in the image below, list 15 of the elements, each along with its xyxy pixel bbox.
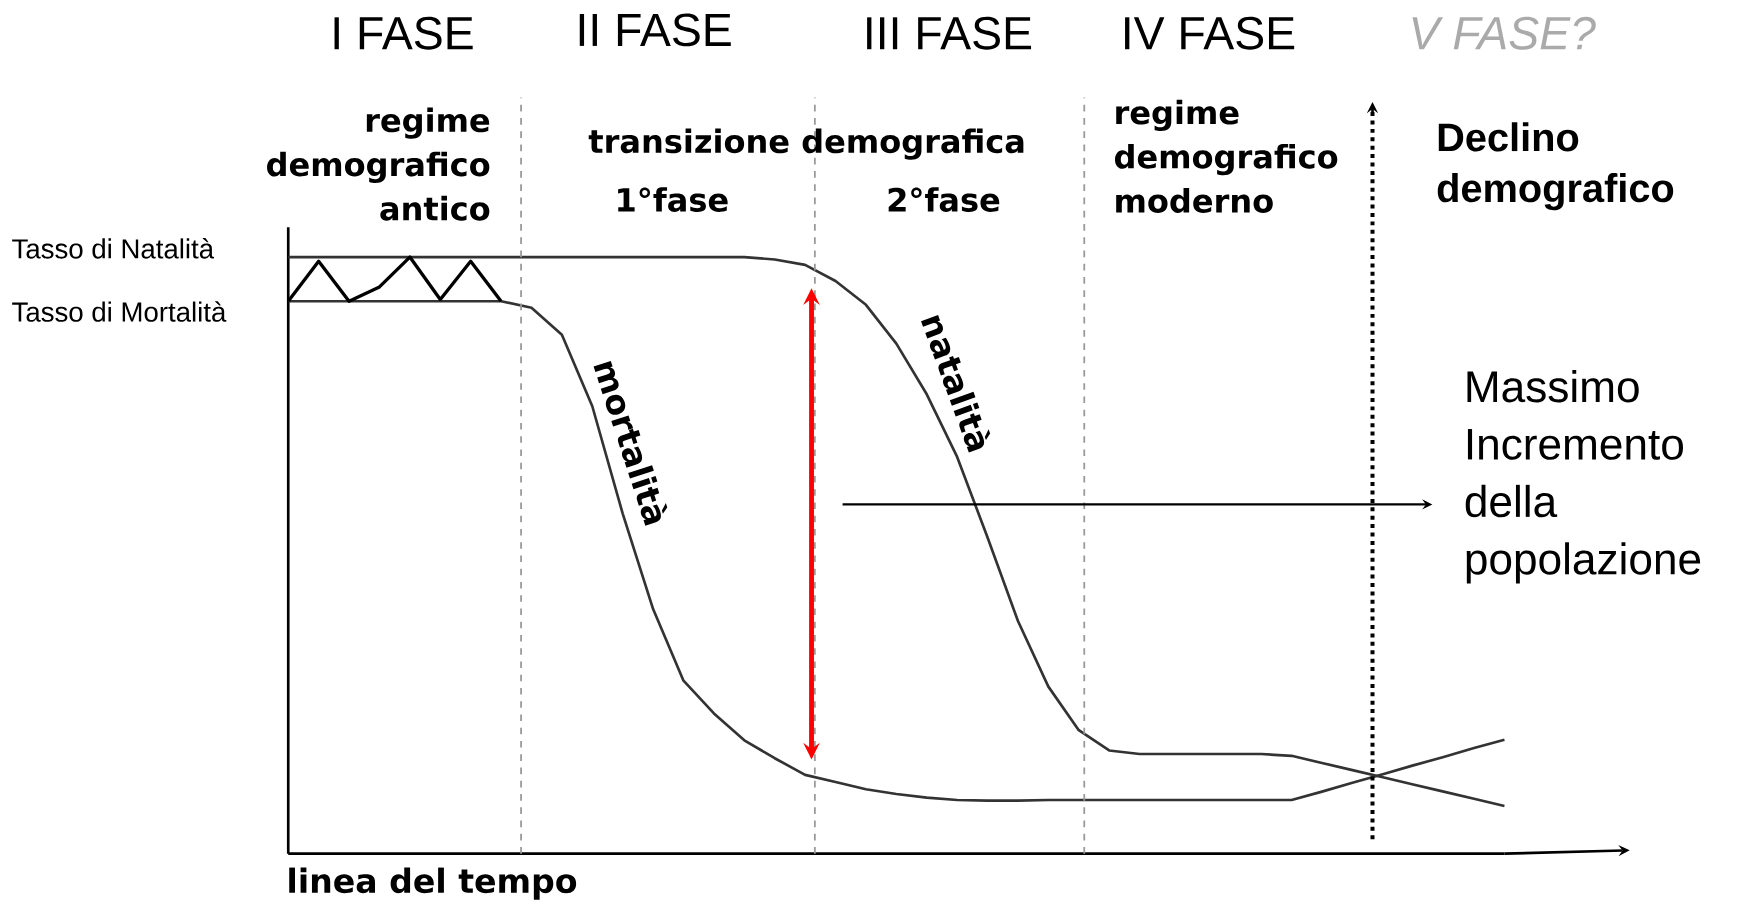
x-axis-title: linea del tempo: [289, 867, 577, 900]
text: 1°fase: [618, 187, 728, 213]
text: Declino demografico: [1437, 122, 1674, 211]
text: II FASE: [579, 13, 731, 47]
text: 2°fase: [888, 187, 1000, 213]
text: V FASE?: [1412, 17, 1596, 50]
text: regime demografico moderno: [1114, 99, 1338, 214]
text: III FASE: [867, 17, 1032, 50]
text: Tasso di Mortalità: [12, 301, 227, 323]
text: Tasso di Natalità: [12, 238, 215, 259]
text: IV FASE: [1125, 17, 1295, 50]
annotation: Massimo Incremento della popolazione: [1465, 370, 1701, 584]
text: regime demografico antico: [267, 107, 490, 221]
text: transizione demografica: [588, 128, 1024, 160]
text: I FASE: [334, 17, 473, 50]
